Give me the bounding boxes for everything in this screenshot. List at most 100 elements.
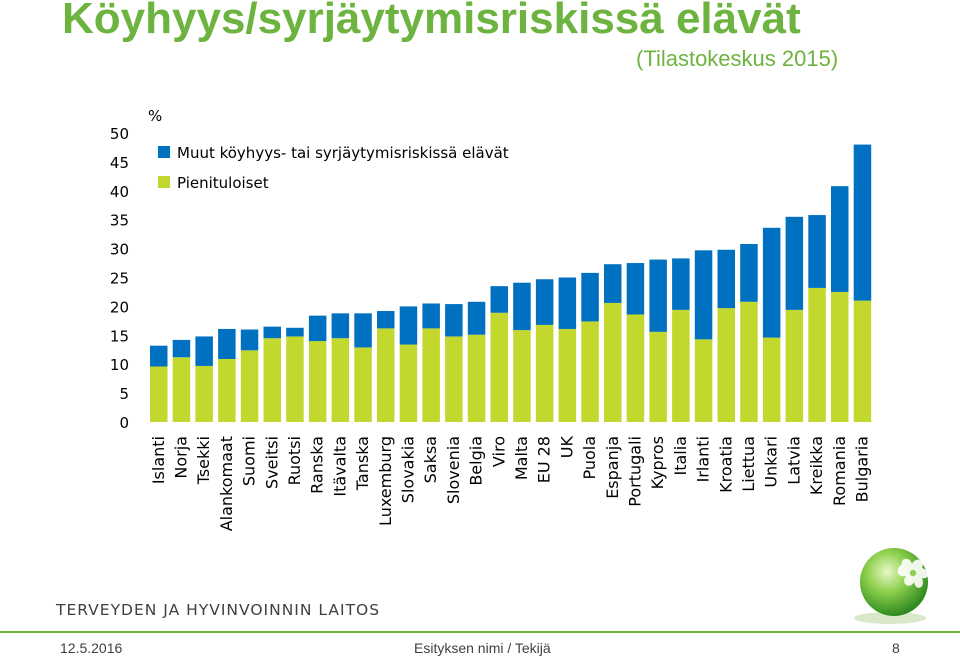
bar-other-at-risk (694, 250, 713, 340)
x-axis-labels: Islanti Norja Tsekki Alankomaat Suomi Sveitsi… (149, 435, 872, 531)
x-tick-label: Kroatia (716, 436, 735, 493)
y-tick-label: 10 (110, 356, 129, 374)
y-tick-label: 25 (110, 270, 129, 288)
bar-low-income (490, 312, 508, 422)
bar-low-income (263, 338, 281, 422)
bar-low-income (172, 357, 191, 422)
bar-other-at-risk (331, 313, 350, 339)
bar-low-income (581, 321, 599, 422)
bar-other-at-risk (649, 259, 667, 332)
x-tick-label: Saksa (421, 436, 440, 483)
bar-other-at-risk (558, 277, 577, 329)
y-tick-label: 15 (110, 327, 129, 345)
x-tick-label: Liettua (739, 436, 758, 492)
bar-low-income (740, 301, 758, 422)
x-tick-label: Suomi (240, 436, 259, 486)
x-tick-label: Puola (580, 436, 599, 480)
bar-other-at-risk (785, 216, 804, 310)
legend-swatch-low-income (158, 176, 170, 188)
x-tick-label: Tsekki (194, 436, 213, 485)
bar-low-income (762, 337, 781, 422)
bar-other-at-risk (626, 263, 645, 315)
bar-low-income (808, 287, 826, 422)
bar-other-at-risk (422, 303, 440, 329)
bar-other-at-risk (286, 327, 304, 337)
x-tick-label: Irlanti (694, 436, 713, 482)
bar-low-income (649, 331, 667, 422)
bar-other-at-risk (808, 215, 826, 288)
y-tick-label: 5 (119, 385, 129, 403)
bar-other-at-risk (354, 313, 372, 348)
y-tick-label: 20 (110, 298, 129, 316)
x-tick-label: Viro (489, 436, 508, 467)
x-tick-label: Alankomaat (217, 436, 236, 531)
bar-other-at-risk (853, 144, 872, 301)
x-tick-label: Portugali (625, 436, 644, 507)
legend-label-other-at-risk: Muut köyhyys- tai syrjäytymisriskissä el… (177, 144, 509, 162)
bar-low-income (354, 347, 372, 422)
bar-other-at-risk (218, 328, 236, 359)
bar-other-at-risk (308, 315, 327, 342)
bars-group (150, 144, 872, 422)
legend-label-low-income: Pienituloiset (177, 174, 269, 192)
x-tick-label: Kypros (648, 436, 667, 489)
bar-other-at-risk (581, 272, 599, 322)
page-number: 8 (892, 640, 900, 656)
organization-name: TERVEYDEN JA HYVINVOINNIN LAITOS (56, 601, 381, 619)
bar-low-income (195, 365, 213, 422)
bar-other-at-risk (399, 306, 418, 345)
x-tick-label: Ranska (308, 436, 327, 494)
x-tick-label: Malta (512, 436, 531, 480)
x-tick-label: Italia (671, 436, 690, 476)
bar-low-income (717, 308, 735, 422)
bar-other-at-risk (513, 282, 531, 331)
x-tick-label: Bulgaria (852, 436, 871, 502)
bar-other-at-risk (150, 345, 168, 367)
bar-other-at-risk (717, 249, 735, 309)
x-tick-label: Kreikka (807, 436, 826, 495)
bar-low-income (853, 300, 872, 422)
bar-low-income (672, 309, 690, 422)
bar-other-at-risk (831, 186, 849, 292)
bar-other-at-risk (240, 329, 259, 351)
bar-low-income (286, 336, 304, 422)
slide-title: Köyhyys/syrjäytymisriskissä elävät (62, 0, 801, 43)
bar-low-income (218, 358, 236, 422)
x-tick-label: Romania (830, 436, 849, 506)
bar-other-at-risk (672, 258, 690, 310)
bar-low-income (694, 339, 713, 422)
x-tick-label: Ruotsi (285, 436, 304, 485)
y-tick-label: 0 (119, 414, 129, 432)
bar-other-at-risk (263, 326, 281, 339)
x-tick-label: Slovakia (398, 436, 417, 503)
bar-other-at-risk (740, 243, 758, 302)
bar-low-income (467, 334, 486, 422)
bar-other-at-risk (195, 336, 213, 366)
x-tick-label: Norja (171, 436, 190, 479)
x-tick-label: UK (557, 435, 576, 458)
footer-presentation-info: Esityksen nimi / Tekijä (414, 640, 551, 656)
bar-low-income (150, 366, 168, 422)
x-tick-label: Sveitsi (262, 436, 281, 489)
slide-subtitle: (Tilastokeskus 2015) (636, 46, 839, 71)
footer-date: 12.5.2016 (60, 640, 123, 656)
bar-other-at-risk (535, 279, 554, 325)
legend-swatch-other-at-risk (158, 146, 170, 158)
x-tick-label: Belgia (467, 436, 486, 486)
bar-low-income (308, 341, 327, 422)
bar-other-at-risk (172, 339, 191, 358)
x-tick-label: Luxemburg (376, 436, 395, 526)
x-tick-label: Slovenia (444, 436, 463, 504)
x-tick-label: Itävalta (330, 436, 349, 497)
footer-divider (0, 631, 960, 633)
bar-other-at-risk (490, 286, 508, 313)
bar-low-income (422, 328, 440, 422)
bar-low-income (626, 314, 645, 422)
bar-low-income (331, 338, 350, 422)
x-tick-label: Espanja (603, 436, 622, 499)
bar-other-at-risk (604, 264, 622, 303)
bar-other-at-risk (377, 311, 395, 329)
bar-low-income (785, 309, 804, 422)
bar-low-income (445, 336, 463, 422)
bar-other-at-risk (445, 304, 463, 337)
